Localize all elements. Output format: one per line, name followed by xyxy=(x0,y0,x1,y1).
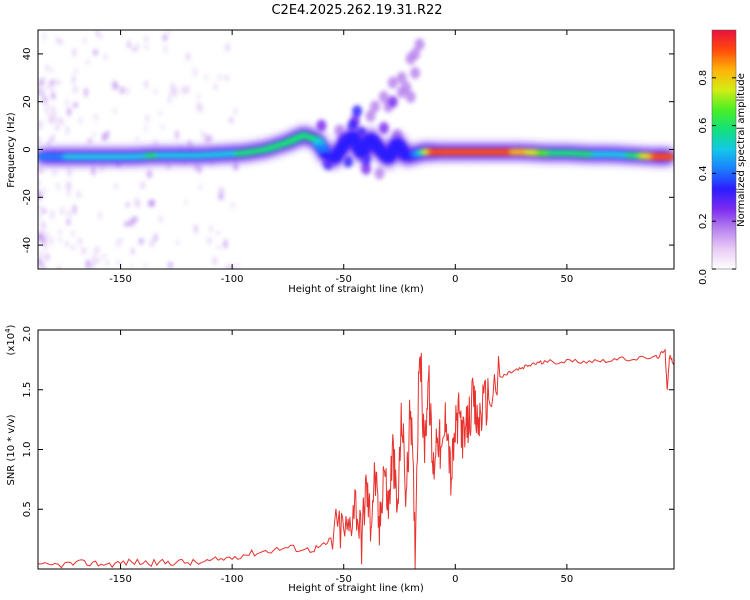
snr-y-label: SNR (10 * v/v) xyxy=(6,414,17,485)
spectrogram-x-tick-label: -150 xyxy=(109,274,132,285)
snr-x-tick-label: -50 xyxy=(336,574,352,585)
spectrogram-y-tick-label: 40 xyxy=(22,48,33,61)
spectrogram-y-tick-label: -20 xyxy=(22,189,33,205)
spectrogram-blob xyxy=(401,81,412,94)
colorbar-frame xyxy=(711,29,737,270)
spectrogram-blob xyxy=(410,67,421,80)
snr-x-tick-label: -150 xyxy=(109,574,132,585)
spectrogram-blob xyxy=(343,155,354,168)
spectrogram-blob xyxy=(405,90,416,103)
snr-panel: -150 -100 -50 0 50 0.5 1.0 1.5 2.0 Height of st… xyxy=(4,324,675,594)
spectrogram-blob xyxy=(365,110,376,123)
spectrogram-x-label: Height of straight line (km) xyxy=(288,284,424,295)
spectrogram-x-tick-label: 50 xyxy=(561,274,574,285)
snr-x-tick-label: -100 xyxy=(221,574,244,585)
colorbar: 0.0 0.2 0.4 0.6 0.8 Normalized spectral ampl… xyxy=(698,29,747,285)
snr-y-tick-label: 2.0 xyxy=(22,326,33,342)
chart-title: C2E4.2025.262.19.31.R22 xyxy=(271,3,442,18)
snr-x-label: Height of straight line (km) xyxy=(288,583,424,594)
spectrogram-blob xyxy=(378,121,389,134)
spectrogram-blob xyxy=(410,47,421,60)
spectrogram-x-tick-label: -100 xyxy=(221,274,244,285)
spectrogram-blob xyxy=(316,119,327,132)
snr-y-tick-label: 0.5 xyxy=(22,501,33,517)
snr-series-line xyxy=(38,348,674,569)
snr-y-tick-label: 1.5 xyxy=(22,382,33,398)
spectrogram-blob xyxy=(352,105,363,118)
colorbar-gradient xyxy=(712,30,736,269)
spectrogram-blob xyxy=(378,90,389,103)
colorbar-tick-label: 0.6 xyxy=(698,118,709,134)
spectrogram-ridge-point xyxy=(663,153,674,160)
snr-y-scale-note: (x104) xyxy=(4,324,17,355)
snr-plot-area xyxy=(38,330,674,569)
spectrogram-ridge-core xyxy=(38,131,674,163)
spectrogram-blob xyxy=(387,76,398,89)
snr-y-tick-label: 1.0 xyxy=(22,442,33,458)
spectrogram-x-tick-label: 0 xyxy=(452,274,458,285)
spectrogram-y-tick-label: 0 xyxy=(22,146,33,152)
colorbar-label: Normalized spectral amplitude xyxy=(736,73,747,227)
spectrogram-panel: -150 -100 -50 0 50 -40 -20 0 20 40 Height of str… xyxy=(6,29,675,295)
colorbar-tick-label: 0.4 xyxy=(698,165,709,181)
spectrogram-blob xyxy=(396,71,407,84)
colorbar-tick-label: 0.8 xyxy=(698,70,709,86)
spectrogram-blob xyxy=(369,100,380,113)
spectrogram-blob xyxy=(374,167,385,180)
spectrogram-y-tick-label: -40 xyxy=(22,237,33,253)
snr-x-tick-label: 0 xyxy=(452,574,458,585)
colorbar-tick-label: 0.0 xyxy=(698,269,709,285)
colorbar-tick-label: 0.2 xyxy=(698,213,709,229)
spectrogram-blob xyxy=(361,162,372,175)
spectrogram-blob xyxy=(334,124,345,137)
spectrogram-y-tick-label: 20 xyxy=(22,95,33,108)
spectrogram-blob xyxy=(414,38,425,51)
spectrogram-x-tick-label: -50 xyxy=(336,274,352,285)
spectrogram-blob xyxy=(387,95,398,108)
snr-x-tick-label: 50 xyxy=(561,574,574,585)
spectrogram-y-label: Frequency (Hz) xyxy=(6,112,17,188)
